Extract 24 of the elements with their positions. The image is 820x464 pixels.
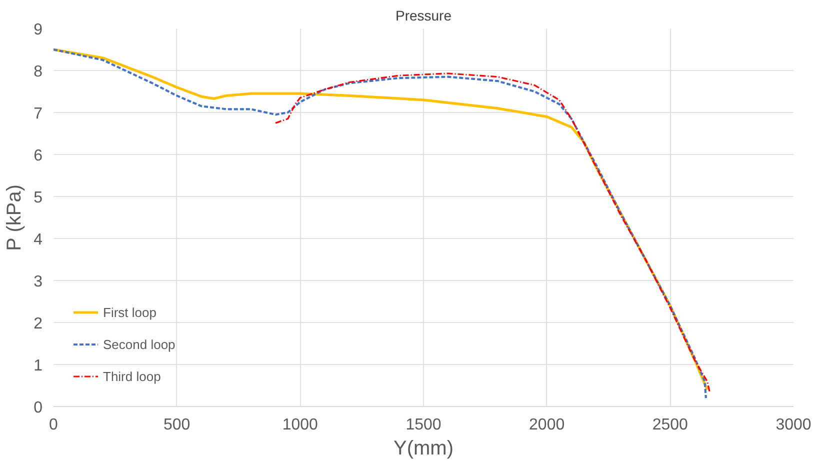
y-tick-label: 7 [34, 106, 43, 122]
y-tick-label: 4 [34, 232, 43, 248]
legend-label: Second loop [103, 336, 176, 352]
y-tick-label: 8 [34, 64, 43, 80]
x-axis-title: Y(mm) [394, 438, 454, 460]
y-tick-label: 9 [34, 22, 43, 38]
legend-label: Third loop [103, 368, 161, 384]
y-tick-label: 2 [34, 316, 43, 332]
x-tick-label: 2500 [652, 416, 688, 434]
x-tick-label: 0 [49, 416, 58, 434]
x-tick-label: 3000 [776, 416, 812, 434]
x-tick-label: 500 [163, 416, 190, 434]
legend-label: First loop [103, 304, 156, 320]
y-tick-label: 1 [34, 358, 43, 374]
line-series [274, 72, 710, 393]
x-tick-label: 2000 [529, 416, 565, 434]
y-tick-label: 6 [34, 148, 43, 164]
chart-title: Pressure [395, 8, 452, 24]
y-tick-label: 5 [34, 190, 43, 206]
y-axis-title: P (kPa) [4, 184, 26, 251]
y-tick-label: 0 [34, 400, 43, 416]
x-tick-label: 1500 [406, 416, 442, 434]
y-tick-label: 3 [34, 274, 43, 290]
x-tick-label: 1000 [282, 416, 318, 434]
